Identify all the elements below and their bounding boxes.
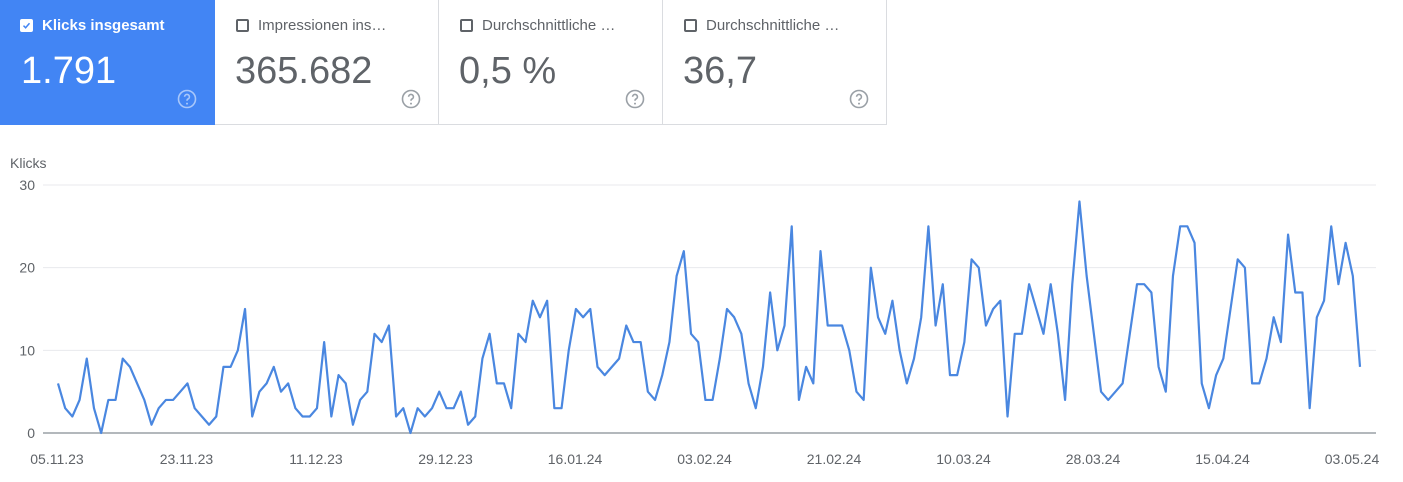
y-tick-label: 30: [19, 177, 35, 193]
metric-cards: Klicks insgesamt 1.791 Impressionen ins… 36…: [0, 0, 887, 126]
metric-card-header: Klicks insgesamt: [20, 17, 165, 34]
x-tick-label: 03.05.24: [1325, 451, 1380, 467]
x-tick-label: 16.01.24: [548, 451, 603, 467]
checkbox-checked-icon[interactable]: [20, 19, 33, 32]
metric-value: 36,7: [683, 50, 757, 92]
x-tick-label: 10.03.24: [936, 451, 991, 467]
metric-card-header: Impressionen ins…: [236, 17, 386, 34]
help-icon[interactable]: [177, 89, 197, 109]
x-tick-label: 28.03.24: [1066, 451, 1121, 467]
metric-card-2[interactable]: Impressionen ins… 365.682: [215, 0, 439, 125]
help-icon[interactable]: [849, 89, 869, 109]
checkbox-icon[interactable]: [684, 19, 697, 32]
series-line-klicks: [56, 200, 1362, 435]
metric-card-4[interactable]: Durchschnittliche … 36,7: [663, 0, 887, 125]
x-tick-label: 15.04.24: [1195, 451, 1250, 467]
metric-value: 0,5 %: [459, 50, 557, 92]
x-tick-label: 05.11.23: [30, 451, 84, 467]
y-tick-label: 0: [27, 425, 35, 441]
y-tick-label: 20: [19, 260, 35, 276]
x-tick-label: 03.02.24: [677, 451, 732, 467]
chart-area: Klicks 0 10 20 30 05.11.23 23.11.23 11.12.23 29.…: [0, 140, 1403, 482]
metric-card-3[interactable]: Durchschnittliche … 0,5 %: [439, 0, 663, 125]
x-tick-label: 11.12.23: [289, 451, 343, 467]
metric-label: Impressionen ins…: [258, 17, 387, 34]
checkbox-icon[interactable]: [460, 19, 473, 32]
help-icon[interactable]: [401, 89, 421, 109]
x-tick-label: 21.02.24: [807, 451, 862, 467]
metric-card-header: Durchschnittliche …: [460, 17, 615, 34]
metric-label: Klicks insgesamt: [42, 17, 165, 34]
metric-label: Durchschnittliche …: [482, 17, 616, 34]
help-icon[interactable]: [625, 89, 645, 109]
metric-value: 365.682: [235, 50, 373, 92]
y-tick-label: 10: [19, 342, 35, 358]
checkbox-icon[interactable]: [236, 19, 249, 32]
metric-value: 1.791: [21, 50, 117, 92]
x-tick-label: 29.12.23: [418, 451, 473, 467]
metric-card-1[interactable]: Klicks insgesamt 1.791: [0, 0, 215, 125]
metric-label: Durchschnittliche …: [706, 17, 840, 34]
y-axis-title: Klicks: [10, 155, 47, 171]
metric-card-header: Durchschnittliche …: [684, 17, 839, 34]
clicks-line-chart: Klicks 0 10 20 30 05.11.23 23.11.23 11.12.23 29.…: [10, 155, 1380, 467]
x-tick-label: 23.11.23: [160, 451, 214, 467]
